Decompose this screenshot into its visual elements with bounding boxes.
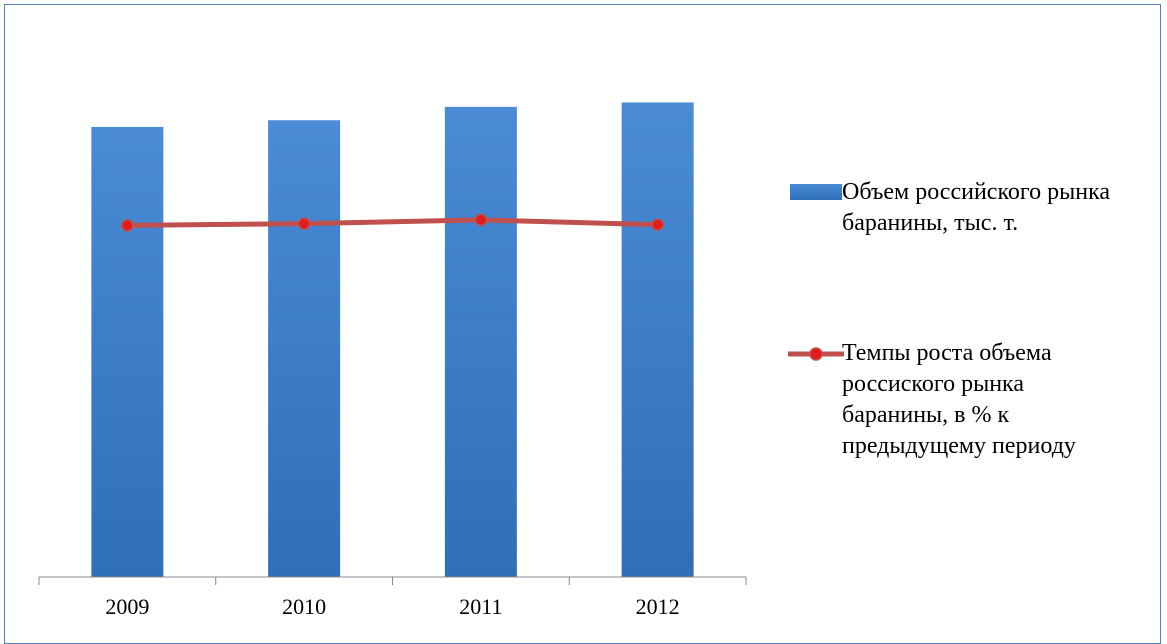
growth-point-2011 — [474, 213, 488, 227]
bar-2011 — [444, 106, 517, 577]
x-tick-label-2009: 2009 — [105, 594, 149, 619]
growth-point-2012 — [651, 218, 664, 231]
bar-2009 — [91, 126, 164, 577]
chart-legend: Объем российского рынка баранины, тыс. т… — [788, 0, 1158, 630]
x-tick-label-2010: 2010 — [282, 594, 326, 619]
legend-label-growth: Темпы роста объема россиского рынка бара… — [842, 340, 1076, 459]
growth-point-2009 — [121, 219, 134, 232]
growth-point-2010 — [297, 217, 311, 230]
legend-line-swatch — [788, 347, 844, 361]
x-tick-label-2011: 2011 — [459, 594, 502, 619]
bar-2012 — [621, 102, 694, 577]
bar-2010 — [268, 120, 341, 577]
growth-line — [124, 217, 661, 228]
chart-frame — [4, 4, 1161, 644]
legend-bar-swatch — [790, 184, 842, 200]
chart-plot: 2009 2010 2011 2012 — [38, 102, 747, 619]
x-tick-label-2012: 2012 — [636, 594, 680, 619]
legend-label-volume: Объем российского рынка баранины, тыс. т… — [842, 179, 1111, 236]
